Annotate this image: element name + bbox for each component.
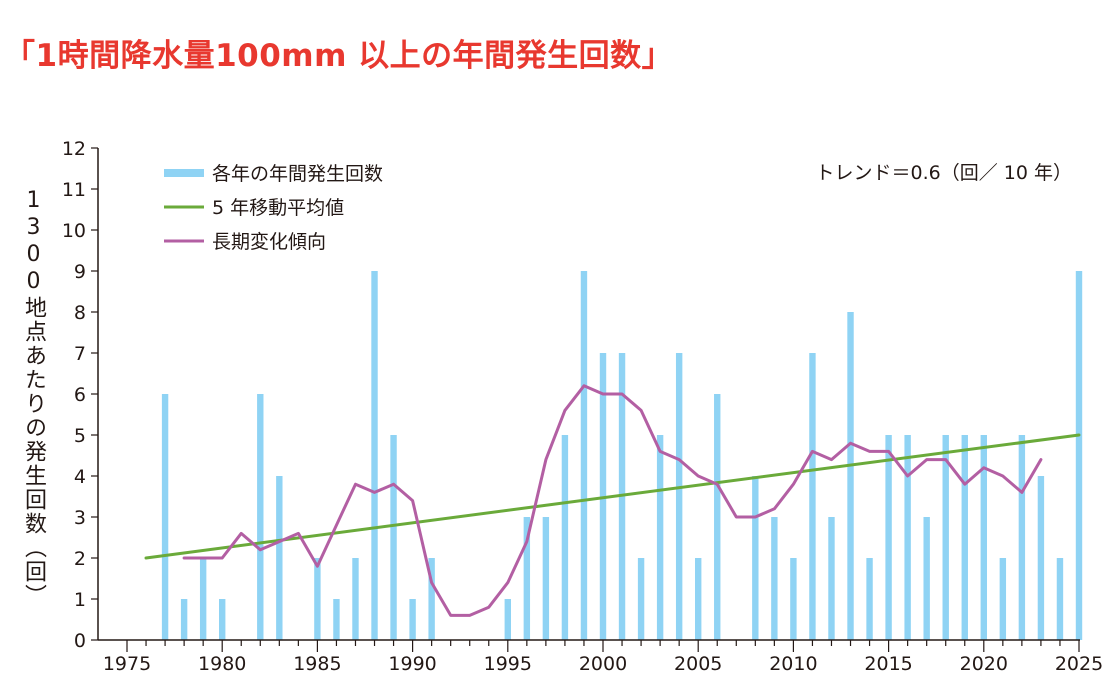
y-tick-label-1: 1 [74, 589, 86, 611]
legend-label-2: 長期変化傾向 [212, 231, 326, 253]
bar-2017 [923, 517, 930, 640]
x-tick-label-1980: 1980 [198, 653, 246, 675]
bar-1982 [257, 394, 264, 640]
line-group [144, 384, 1081, 617]
bar-1988 [371, 271, 378, 640]
x-tick-label-2025: 2025 [1055, 653, 1103, 675]
y-tick-label-10: 10 [62, 220, 86, 242]
bar-2012 [828, 517, 835, 640]
bar-1989 [390, 435, 397, 640]
x-tick-label-2015: 2015 [864, 653, 912, 675]
bar-2018 [942, 435, 949, 640]
legend-swatch-0 [164, 169, 204, 177]
y-tick-label-2: 2 [74, 548, 86, 570]
y-tick-label-12: 12 [62, 138, 86, 160]
bar-2011 [809, 353, 816, 640]
legend-label-1: 5 年移動平均値 [212, 197, 344, 219]
y-tick-label-11: 11 [62, 179, 86, 201]
bar-1977 [161, 394, 169, 640]
y-tick-label-6: 6 [74, 384, 86, 406]
bar-1983 [276, 476, 283, 640]
bar-1999 [580, 271, 588, 640]
bar-1998 [561, 435, 569, 640]
x-tick-label-2020: 2020 [960, 653, 1008, 675]
x-tick-label-1995: 1995 [484, 653, 532, 675]
bar-2010 [790, 558, 797, 640]
bar-2020 [980, 435, 987, 640]
y-tick-label-8: 8 [74, 302, 86, 324]
bar-2002 [637, 558, 645, 640]
bar-2013 [847, 312, 854, 640]
y-tick-label-0: 0 [74, 630, 86, 652]
x-tick-label-1985: 1985 [293, 653, 341, 675]
bar-2024 [1056, 558, 1064, 640]
y-tick-label-4: 4 [74, 466, 86, 488]
bar-1991 [428, 558, 435, 640]
bar-2006 [714, 394, 721, 640]
x-tick-label-2010: 2010 [769, 653, 817, 675]
bar-2014 [866, 558, 873, 640]
bar-2008 [752, 476, 759, 640]
bar-group [161, 271, 1083, 640]
bar-1987 [352, 558, 359, 640]
x-tick-label-1990: 1990 [388, 653, 436, 675]
bar-2023 [1037, 476, 1045, 640]
chart-title: 「1時間降水量100mm 以上の年間発生回数」 [4, 38, 674, 74]
bar-2021 [999, 558, 1007, 640]
y-tick-label-3: 3 [74, 507, 86, 529]
bar-2022 [1018, 435, 1026, 640]
bar-2015 [885, 435, 892, 640]
y-tick-label-5: 5 [74, 425, 86, 447]
bar-1997 [542, 517, 550, 640]
legend-label-0: 各年の年間発生回数 [212, 163, 383, 185]
bar-1979 [199, 558, 207, 640]
bar-2004 [675, 353, 683, 640]
trend-annotation: トレンド＝0.6（回／ 10 年） [816, 162, 1072, 184]
y-axis-label: 1300地点あたりの発生回数（回） [21, 188, 46, 608]
bar-1985 [314, 558, 321, 640]
series-line-2 [182, 384, 1043, 617]
x-tick-label-1975: 1975 [103, 653, 151, 675]
bar-2005 [695, 558, 702, 640]
bar-1986 [333, 599, 340, 640]
bar-1996 [523, 517, 531, 640]
y-tick-label-7: 7 [74, 343, 86, 365]
bar-1980 [219, 599, 226, 640]
x-tick-label-2005: 2005 [674, 653, 722, 675]
bar-2003 [656, 435, 664, 640]
bar-1995 [504, 599, 511, 640]
bar-1978 [180, 599, 188, 640]
bar-2016 [904, 435, 911, 640]
x-tick-label-2000: 2000 [579, 653, 627, 675]
y-tick-label-9: 9 [74, 261, 86, 283]
bar-2019 [961, 435, 968, 640]
bar-2009 [771, 517, 778, 640]
bar-2025 [1075, 271, 1083, 640]
bar-1990 [409, 599, 416, 640]
